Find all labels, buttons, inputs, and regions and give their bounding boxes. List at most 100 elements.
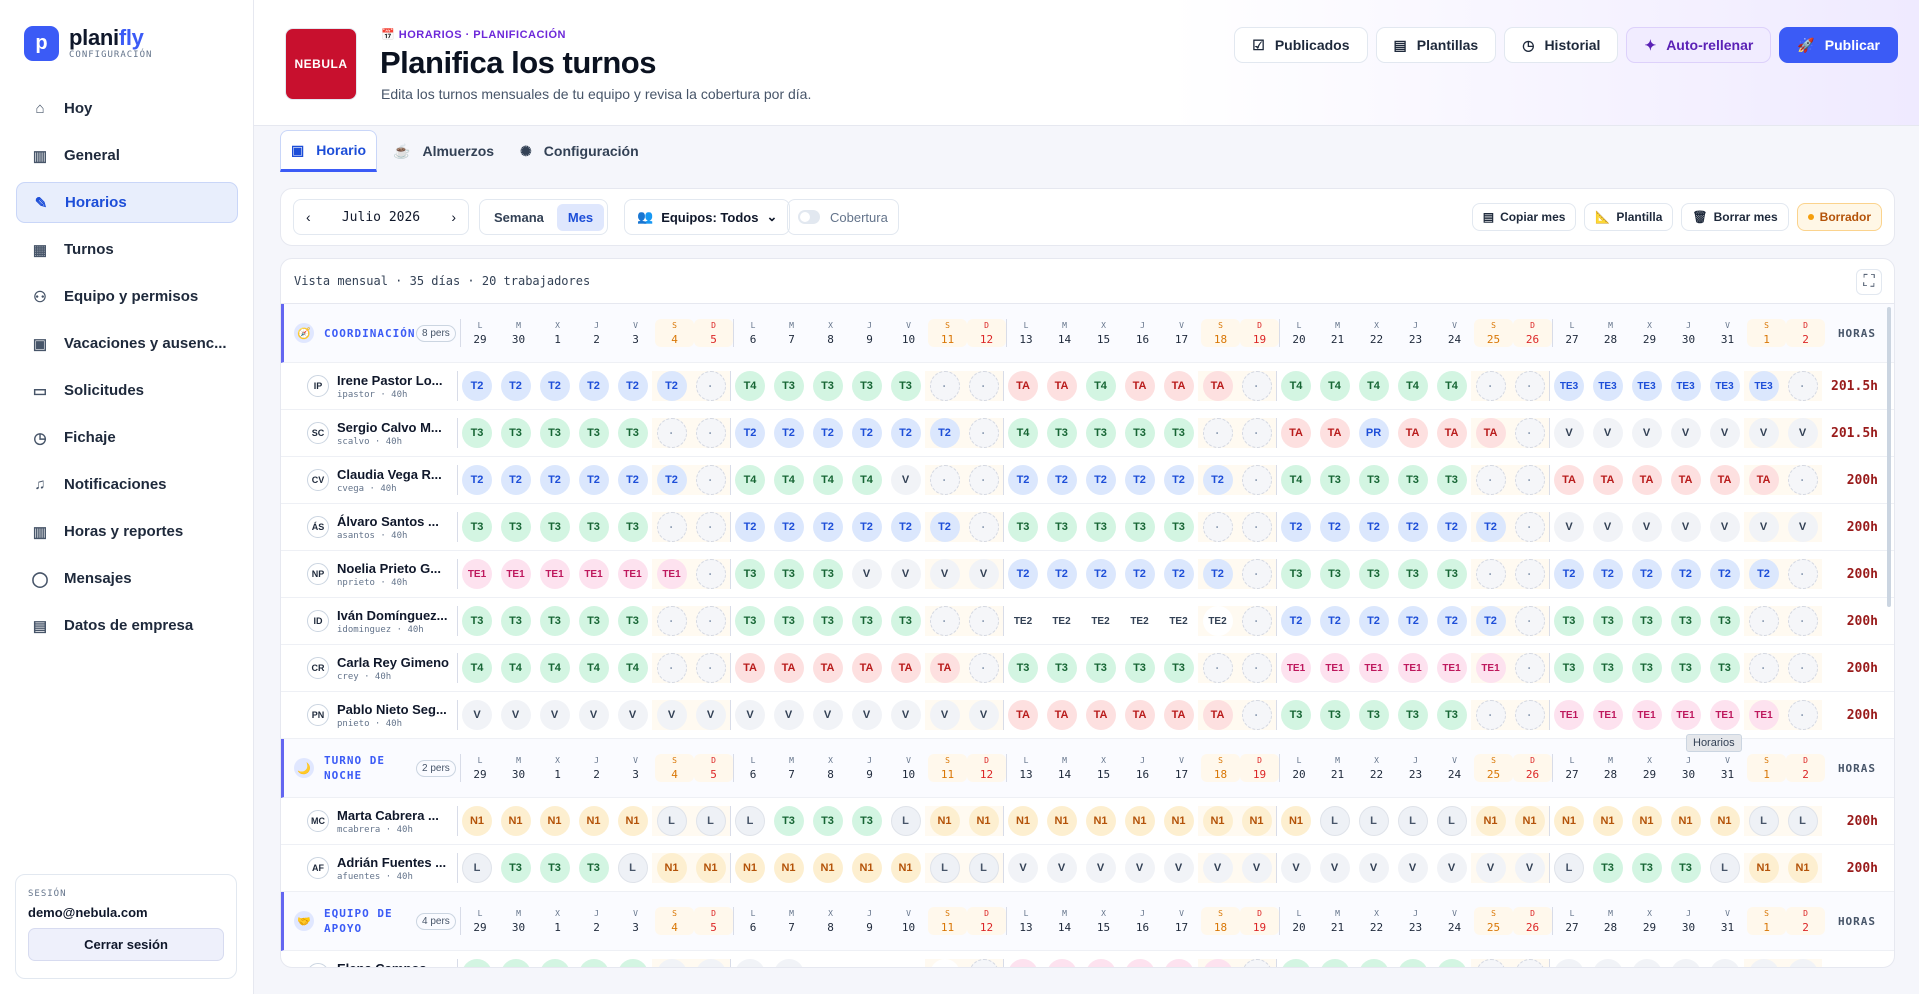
shift-cell[interactable]: · — [1783, 700, 1822, 730]
group-header-row[interactable]: 🧭 COORDINACIÓN 8 pers L 29 M 30 X 1 J 2 V 3 S 4 D 5 L 6 M 7 X… — [281, 304, 1894, 363]
shift-cell[interactable]: N1 — [1744, 853, 1783, 883]
shift-cell[interactable]: T3 — [1042, 418, 1081, 448]
shift-cell[interactable]: T2 — [1432, 606, 1471, 636]
shift-cell[interactable]: T3 — [1549, 606, 1588, 636]
shift-cell[interactable]: TE2 — [1159, 606, 1198, 636]
shift-cell[interactable]: TE1 — [496, 559, 535, 589]
shift-cell[interactable]: T3 — [1432, 700, 1471, 730]
shift-cell[interactable]: T3 — [613, 512, 652, 542]
shift-cell[interactable]: TA — [1198, 700, 1237, 730]
shift-cell[interactable]: T2 — [1705, 559, 1744, 589]
shift-cell[interactable]: V — [964, 700, 1003, 730]
shift-cell[interactable]: T2 — [1627, 559, 1666, 589]
shift-cell[interactable]: T4 — [1315, 371, 1354, 401]
week-view-button[interactable]: Semana — [494, 209, 544, 225]
shift-cell[interactable]: · — [1744, 653, 1783, 683]
shift-cell[interactable]: T4 — [496, 959, 535, 967]
shift-cell[interactable]: · — [1783, 371, 1822, 401]
shift-cell[interactable]: T3 — [535, 853, 574, 883]
shift-cell[interactable]: V — [964, 559, 1003, 589]
shift-cell[interactable]: TA — [1549, 465, 1588, 495]
shift-cell[interactable]: T4 — [1081, 371, 1120, 401]
shift-cell[interactable]: TE1 — [1627, 700, 1666, 730]
shift-cell[interactable]: L — [1549, 853, 1588, 883]
shift-cell[interactable]: T2 — [730, 418, 769, 448]
shift-cell[interactable]: TE1 — [574, 559, 613, 589]
shift-cell[interactable]: TE2 — [925, 959, 964, 967]
shift-cell[interactable]: · — [1198, 418, 1237, 448]
sidebar-item-vacaciones[interactable]: ▣ Vacaciones y ausenc... — [16, 323, 238, 364]
shift-cell[interactable]: V — [1471, 853, 1510, 883]
sidebar-item-solicitudes[interactable]: ▭ Solicitudes — [16, 370, 238, 411]
shift-cell[interactable]: T4 — [1354, 371, 1393, 401]
shift-cell[interactable]: L — [1393, 806, 1432, 836]
shift-cell[interactable]: T4 — [847, 465, 886, 495]
shift-cell[interactable]: · — [1510, 559, 1549, 589]
shift-cell[interactable]: TA — [1276, 418, 1315, 448]
shift-cell[interactable]: V — [691, 700, 730, 730]
shift-cell[interactable]: T2 — [925, 512, 964, 542]
shift-cell[interactable]: T2 — [496, 371, 535, 401]
sidebar-item-datos[interactable]: ▤ Datos de empresa — [16, 605, 238, 646]
shift-cell[interactable]: T3 — [1159, 653, 1198, 683]
shift-cell[interactable]: · — [964, 418, 1003, 448]
shift-cell[interactable]: N1 — [613, 806, 652, 836]
shift-cell[interactable]: V — [1042, 853, 1081, 883]
shift-cell[interactable]: T2 — [808, 512, 847, 542]
shift-cell[interactable]: T2 — [1276, 606, 1315, 636]
shift-cell[interactable]: T4 — [1432, 371, 1471, 401]
prev-month-button[interactable]: ‹ — [306, 209, 311, 225]
shift-cell[interactable]: V — [1627, 512, 1666, 542]
shift-cell[interactable]: · — [964, 653, 1003, 683]
shift-cell[interactable]: TA — [1003, 371, 1042, 401]
shift-cell[interactable]: TE1 — [1042, 959, 1081, 967]
shift-cell[interactable]: · — [691, 418, 730, 448]
shift-cell[interactable]: V — [1276, 853, 1315, 883]
shift-cell[interactable]: L — [730, 806, 769, 836]
shift-cell[interactable]: T2 — [1159, 465, 1198, 495]
shift-cell[interactable]: · — [1198, 653, 1237, 683]
shift-cell[interactable]: T3 — [496, 606, 535, 636]
shift-cell[interactable]: T2 — [613, 465, 652, 495]
shift-cell[interactable]: T2 — [1159, 559, 1198, 589]
shift-cell[interactable]: TE1 — [613, 559, 652, 589]
shift-cell[interactable]: T2 — [1744, 559, 1783, 589]
shift-cell[interactable]: · — [652, 418, 691, 448]
shift-cell[interactable]: T2 — [1393, 606, 1432, 636]
shift-cell[interactable]: V — [1705, 512, 1744, 542]
shift-cell[interactable]: T3 — [535, 606, 574, 636]
shift-cell[interactable]: T3 — [886, 606, 925, 636]
shift-cell[interactable]: TE1 — [1471, 653, 1510, 683]
shift-cell[interactable]: T3 — [808, 371, 847, 401]
shift-cell[interactable]: T3 — [1042, 653, 1081, 683]
shift-cell[interactable]: TE1 — [1003, 959, 1042, 967]
shift-cell[interactable]: TA — [1666, 465, 1705, 495]
shift-cell[interactable]: · — [1237, 512, 1276, 542]
employee-name[interactable]: Irene Pastor Lo... — [337, 372, 443, 388]
shift-cell[interactable]: N1 — [886, 853, 925, 883]
shift-cell[interactable]: T2 — [1471, 512, 1510, 542]
shift-cell[interactable]: L — [613, 853, 652, 883]
shift-cell[interactable]: T4 — [730, 465, 769, 495]
shift-cell[interactable]: T2 — [1198, 559, 1237, 589]
shift-cell[interactable]: TA — [1315, 418, 1354, 448]
shift-cell[interactable]: T3 — [1588, 653, 1627, 683]
shift-cell[interactable]: T3 — [847, 806, 886, 836]
employee-name[interactable]: Noelia Prieto G... — [337, 560, 442, 576]
shift-cell[interactable]: T4 — [808, 465, 847, 495]
shift-cell[interactable]: V — [1783, 512, 1822, 542]
shift-cell[interactable]: V — [808, 700, 847, 730]
shift-cell[interactable]: N1 — [1081, 806, 1120, 836]
shift-cell[interactable]: T3 — [730, 606, 769, 636]
shift-cell[interactable]: N1 — [1159, 806, 1198, 836]
shift-cell[interactable]: V — [730, 959, 769, 967]
shift-cell[interactable]: T2 — [652, 371, 691, 401]
shift-cell[interactable]: T3 — [1003, 653, 1042, 683]
shift-cell[interactable]: V — [1588, 418, 1627, 448]
shift-cell[interactable]: · — [691, 512, 730, 542]
shift-cell[interactable]: T3 — [535, 959, 574, 967]
shift-cell[interactable]: V — [1666, 512, 1705, 542]
shift-cell[interactable]: · — [1744, 606, 1783, 636]
shift-cell[interactable]: L — [1783, 806, 1822, 836]
expand-button[interactable]: ⛶ — [1856, 269, 1882, 295]
